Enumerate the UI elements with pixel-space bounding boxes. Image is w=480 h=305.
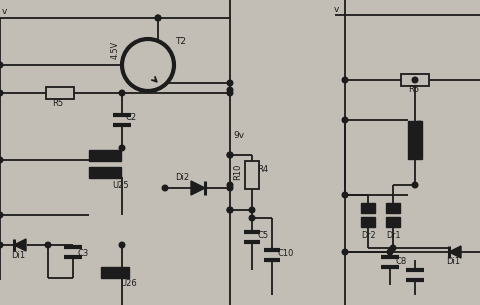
Bar bbox=[401, 74, 429, 86]
Circle shape bbox=[390, 245, 396, 251]
Circle shape bbox=[227, 87, 233, 93]
Text: Dr1: Dr1 bbox=[386, 231, 400, 239]
Text: 9v: 9v bbox=[233, 131, 244, 139]
Text: R5: R5 bbox=[52, 99, 63, 107]
Circle shape bbox=[45, 242, 51, 248]
Circle shape bbox=[0, 157, 3, 163]
Text: C10: C10 bbox=[277, 249, 293, 257]
Circle shape bbox=[227, 80, 233, 86]
Bar bbox=[89, 149, 121, 160]
Circle shape bbox=[412, 182, 418, 188]
Bar bbox=[361, 203, 375, 213]
Circle shape bbox=[227, 185, 233, 191]
Circle shape bbox=[249, 215, 255, 221]
Circle shape bbox=[387, 249, 393, 255]
Text: Di2: Di2 bbox=[175, 174, 189, 182]
Circle shape bbox=[227, 182, 233, 188]
Circle shape bbox=[342, 192, 348, 198]
Text: C3: C3 bbox=[78, 249, 89, 257]
Bar bbox=[101, 267, 129, 278]
Polygon shape bbox=[14, 239, 26, 251]
Text: C8: C8 bbox=[395, 257, 406, 267]
Circle shape bbox=[119, 242, 125, 248]
Text: T2: T2 bbox=[175, 38, 186, 46]
Circle shape bbox=[155, 15, 161, 21]
Circle shape bbox=[227, 90, 233, 96]
Text: 4.5V: 4.5V bbox=[110, 41, 120, 59]
Circle shape bbox=[0, 242, 3, 248]
Text: v: v bbox=[2, 8, 7, 16]
Text: U26: U26 bbox=[120, 279, 137, 289]
Polygon shape bbox=[449, 246, 461, 258]
Circle shape bbox=[249, 207, 255, 213]
Circle shape bbox=[0, 62, 3, 68]
Text: Dr2: Dr2 bbox=[361, 231, 376, 239]
Polygon shape bbox=[191, 181, 205, 195]
Circle shape bbox=[162, 185, 168, 191]
Text: C2: C2 bbox=[126, 113, 137, 123]
Bar bbox=[245, 161, 259, 189]
Text: 200 Ohm: 200 Ohm bbox=[416, 120, 424, 156]
Circle shape bbox=[0, 212, 3, 218]
Text: R5: R5 bbox=[408, 85, 419, 95]
Bar bbox=[89, 167, 121, 178]
Text: C5: C5 bbox=[257, 231, 268, 239]
Bar bbox=[361, 217, 375, 227]
Circle shape bbox=[227, 207, 233, 213]
Text: R4: R4 bbox=[257, 166, 268, 174]
Circle shape bbox=[342, 77, 348, 83]
Bar bbox=[46, 87, 74, 99]
Text: R10: R10 bbox=[233, 164, 242, 180]
Bar bbox=[386, 203, 400, 213]
Circle shape bbox=[227, 152, 233, 158]
Circle shape bbox=[412, 77, 418, 83]
Bar bbox=[386, 217, 400, 227]
Text: Di1: Di1 bbox=[446, 257, 460, 267]
Circle shape bbox=[342, 249, 348, 255]
Circle shape bbox=[342, 117, 348, 123]
Circle shape bbox=[119, 145, 125, 151]
Circle shape bbox=[122, 39, 174, 91]
Circle shape bbox=[155, 15, 161, 21]
Text: U25: U25 bbox=[112, 181, 129, 189]
Circle shape bbox=[227, 152, 233, 158]
Bar bbox=[408, 121, 422, 159]
Circle shape bbox=[227, 207, 233, 213]
Text: v: v bbox=[334, 5, 339, 15]
Circle shape bbox=[119, 90, 125, 96]
Text: Di1: Di1 bbox=[11, 250, 25, 260]
Circle shape bbox=[0, 90, 3, 96]
